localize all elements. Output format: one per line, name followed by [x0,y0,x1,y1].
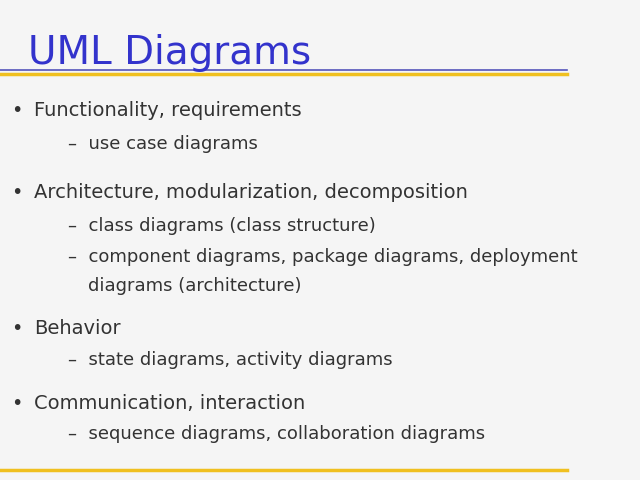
Text: Architecture, modularization, decomposition: Architecture, modularization, decomposit… [34,182,468,202]
Text: –  component diagrams, package diagrams, deployment: – component diagrams, package diagrams, … [68,248,578,266]
Text: –  sequence diagrams, collaboration diagrams: – sequence diagrams, collaboration diagr… [68,425,485,444]
Text: Behavior: Behavior [34,319,120,338]
Text: diagrams (architecture): diagrams (architecture) [88,276,301,295]
Text: –  state diagrams, activity diagrams: – state diagrams, activity diagrams [68,351,393,369]
Text: –  use case diagrams: – use case diagrams [68,135,258,153]
Text: Functionality, requirements: Functionality, requirements [34,101,301,120]
Text: –  class diagrams (class structure): – class diagrams (class structure) [68,216,376,235]
Text: •: • [12,182,22,202]
Text: •: • [12,394,22,413]
Text: Communication, interaction: Communication, interaction [34,394,305,413]
Text: •: • [12,101,22,120]
Text: UML Diagrams: UML Diagrams [28,34,312,72]
Text: •: • [12,319,22,338]
